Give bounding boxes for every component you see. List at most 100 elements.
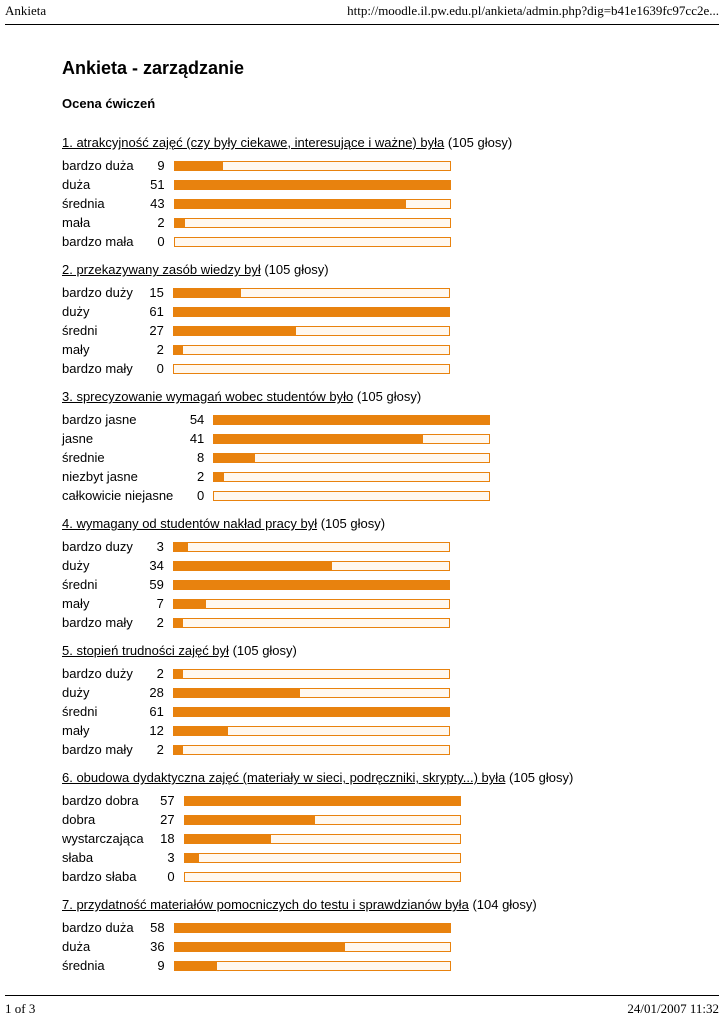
bar-track — [183, 871, 461, 882]
answer-count: 58 — [150, 920, 165, 935]
answer-row: bardzo mały 0 — [62, 359, 450, 378]
bar-track — [213, 414, 491, 425]
bar-cell — [172, 537, 450, 556]
bar-fill — [173, 561, 333, 570]
answer-row: niezbyt jasne 2 — [62, 467, 491, 486]
answer-row: średnia 43 — [62, 194, 451, 213]
bar-fill — [173, 599, 207, 608]
bar-cell — [213, 410, 491, 429]
answers-table: bardzo jasne 54 jasne 41 średnie 8 niezbyt jas… — [62, 410, 491, 505]
answer-label: bardzo mały — [62, 742, 133, 757]
bar-fill — [184, 796, 460, 805]
question-title: 5. stopień trudności zajęć był (105 głos… — [62, 643, 696, 658]
answer-count: 15 — [149, 285, 164, 300]
question-votes-count: (105 głosy) — [447, 135, 513, 150]
bar-track — [173, 217, 451, 228]
bar-fill — [184, 815, 315, 824]
answer-count: 2 — [197, 469, 205, 484]
page-title: Ankieta - zarządzanie — [62, 58, 245, 78]
answer-label: średni — [62, 577, 98, 592]
answer-label: jasne — [62, 431, 94, 446]
answer-label: duży — [62, 558, 90, 573]
print-footer: 1 of 3 24/01/2007 11:32 — [5, 995, 719, 1017]
answer-label: średni — [62, 704, 98, 719]
answer-count: 8 — [197, 450, 205, 465]
answer-count: 0 — [167, 869, 175, 884]
bar-cell — [172, 613, 450, 632]
answer-label: mały — [62, 596, 90, 611]
bar-fill — [173, 326, 296, 335]
question-votes-count: (105 głosy) — [320, 516, 386, 531]
answer-label: bardzo mały — [62, 615, 133, 630]
bar-track — [172, 560, 450, 571]
bar-cell — [172, 683, 450, 702]
answer-row: jasne 41 — [62, 429, 491, 448]
answer-count: 51 — [150, 177, 165, 192]
question-block: 6. obudowa dydaktyczna zajęć (materiały … — [62, 770, 696, 886]
answer-count: 7 — [156, 596, 164, 611]
bar-fill — [174, 923, 450, 932]
answer-row: bardzo duzy 3 — [62, 537, 450, 556]
bar-fill — [174, 199, 407, 208]
bar-fill — [174, 161, 224, 170]
answer-count: 43 — [150, 196, 165, 211]
bar-cell — [172, 556, 450, 575]
bar-track — [213, 433, 491, 444]
answer-count: 41 — [189, 431, 205, 446]
question-title-text: 4. wymagany od studentów nakład pracy by… — [62, 516, 318, 531]
bar-track — [183, 814, 461, 825]
answer-label: bardzo duży — [62, 285, 133, 300]
bar-track — [173, 160, 451, 171]
section-title: Ocena ćwiczeń — [62, 96, 156, 111]
bar-cell — [172, 594, 450, 613]
answer-row: słaba 3 — [62, 848, 461, 867]
answer-row: mały 12 — [62, 721, 450, 740]
question-title: 6. obudowa dydaktyczna zajęć (materiały … — [62, 770, 696, 785]
bar-track — [213, 471, 491, 482]
answer-count: 0 — [157, 234, 165, 249]
answer-count: 27 — [149, 323, 164, 338]
bar-cell — [172, 340, 450, 359]
bar-track — [213, 490, 491, 501]
answer-count: 2 — [156, 742, 164, 757]
question-block: 2. przekazywany zasób wiedzy był (105 gł… — [62, 262, 696, 378]
bar-cell — [183, 829, 461, 848]
bar-track — [172, 306, 450, 317]
answer-count: 18 — [160, 831, 175, 846]
bar-cell — [173, 918, 451, 937]
bar-fill — [173, 745, 183, 754]
bar-fill — [214, 472, 225, 481]
answer-label: bardzo duża — [62, 920, 134, 935]
answers-table: bardzo dobra 57 dobra 27 wystarczająca 18 słab… — [62, 791, 461, 886]
question-block: 1. atrakcyjność zajęć (czy były ciekawe,… — [62, 135, 696, 251]
answer-label: niezbyt jasne — [62, 469, 138, 484]
bar-fill — [214, 453, 256, 462]
bar-cell — [172, 359, 450, 378]
answer-count: 61 — [149, 304, 164, 319]
answers-table: bardzo duży 15 duży 61 średni 27 mały 2 bardzo m… — [62, 283, 450, 378]
answer-count: 2 — [157, 215, 165, 230]
answer-count: 9 — [157, 158, 165, 173]
bar-cell — [172, 321, 450, 340]
bar-track — [172, 668, 450, 679]
bar-cell — [173, 956, 451, 975]
answer-label: bardzo jasne — [62, 412, 137, 427]
answer-count: 2 — [156, 342, 164, 357]
bar-fill — [173, 726, 228, 735]
bar-track — [213, 452, 491, 463]
question-title-text: 7. przydatność materiałów pomocniczych d… — [62, 897, 469, 912]
bar-track — [172, 617, 450, 628]
answer-label: bardzo duża — [62, 158, 134, 173]
question-title: 1. atrakcyjność zajęć (czy były ciekawe,… — [62, 135, 696, 150]
question-votes-count: (105 głosy) — [356, 389, 422, 404]
answer-row: duża 36 — [62, 937, 451, 956]
bar-fill — [173, 345, 183, 354]
bar-cell — [173, 937, 451, 956]
bar-cell — [213, 448, 491, 467]
answer-count: 9 — [157, 958, 165, 973]
answer-label: duży — [62, 685, 90, 700]
answer-label: wystarczająca — [62, 831, 144, 846]
question-block: 4. wymagany od studentów nakład pracy by… — [62, 516, 696, 632]
answer-label: słaba — [62, 850, 94, 865]
bar-track — [172, 344, 450, 355]
